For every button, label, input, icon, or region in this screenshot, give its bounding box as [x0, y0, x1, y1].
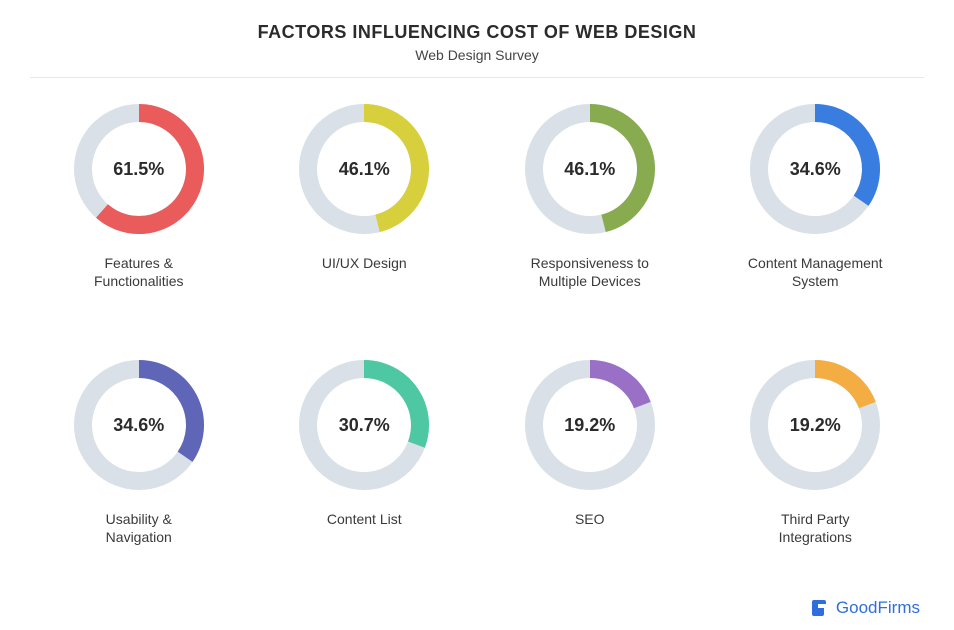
donut-cell: 30.7% Content List	[256, 350, 474, 594]
donut-cell: 19.2% SEO	[481, 350, 699, 594]
donut-value: 34.6%	[64, 350, 214, 500]
header: FACTORS INFLUENCING COST OF WEB DESIGN W…	[30, 22, 924, 63]
donut-cell: 46.1% Responsiveness toMultiple Devices	[481, 94, 699, 338]
page-title: FACTORS INFLUENCING COST OF WEB DESIGN	[30, 22, 924, 43]
donut-value: 34.6%	[740, 94, 890, 244]
donut-chart: 46.1%	[289, 94, 439, 244]
donut-chart: 34.6%	[64, 350, 214, 500]
donut-grid: 61.5% Features &Functionalities 46.1% UI/UX…	[30, 88, 924, 594]
brand-text: GoodFirms	[836, 598, 920, 618]
page-subtitle: Web Design Survey	[30, 47, 924, 63]
donut-chart: 34.6%	[740, 94, 890, 244]
brand-logo: GoodFirms	[810, 598, 920, 618]
donut-caption: Content ManagementSystem	[748, 254, 883, 290]
donut-value: 19.2%	[515, 350, 665, 500]
donut-caption: SEO	[575, 510, 605, 528]
donut-value: 46.1%	[515, 94, 665, 244]
donut-caption: Third PartyIntegrations	[779, 510, 852, 546]
donut-value: 46.1%	[289, 94, 439, 244]
donut-chart: 46.1%	[515, 94, 665, 244]
donut-value: 61.5%	[64, 94, 214, 244]
donut-chart: 19.2%	[515, 350, 665, 500]
donut-chart: 19.2%	[740, 350, 890, 500]
donut-caption: Content List	[327, 510, 402, 528]
donut-caption: Responsiveness toMultiple Devices	[531, 254, 649, 290]
footer: GoodFirms	[30, 594, 924, 618]
donut-value: 19.2%	[740, 350, 890, 500]
donut-cell: 46.1% UI/UX Design	[256, 94, 474, 338]
infographic-container: FACTORS INFLUENCING COST OF WEB DESIGN W…	[0, 0, 954, 630]
donut-cell: 61.5% Features &Functionalities	[30, 94, 248, 338]
goodfirms-icon	[810, 598, 830, 618]
donut-caption: Usability &Navigation	[106, 510, 172, 546]
donut-cell: 34.6% Usability &Navigation	[30, 350, 248, 594]
donut-caption: Features &Functionalities	[94, 254, 184, 290]
donut-value: 30.7%	[289, 350, 439, 500]
divider	[30, 77, 924, 78]
donut-chart: 61.5%	[64, 94, 214, 244]
donut-chart: 30.7%	[289, 350, 439, 500]
donut-cell: 19.2% Third PartyIntegrations	[707, 350, 925, 594]
donut-caption: UI/UX Design	[322, 254, 407, 272]
donut-cell: 34.6% Content ManagementSystem	[707, 94, 925, 338]
